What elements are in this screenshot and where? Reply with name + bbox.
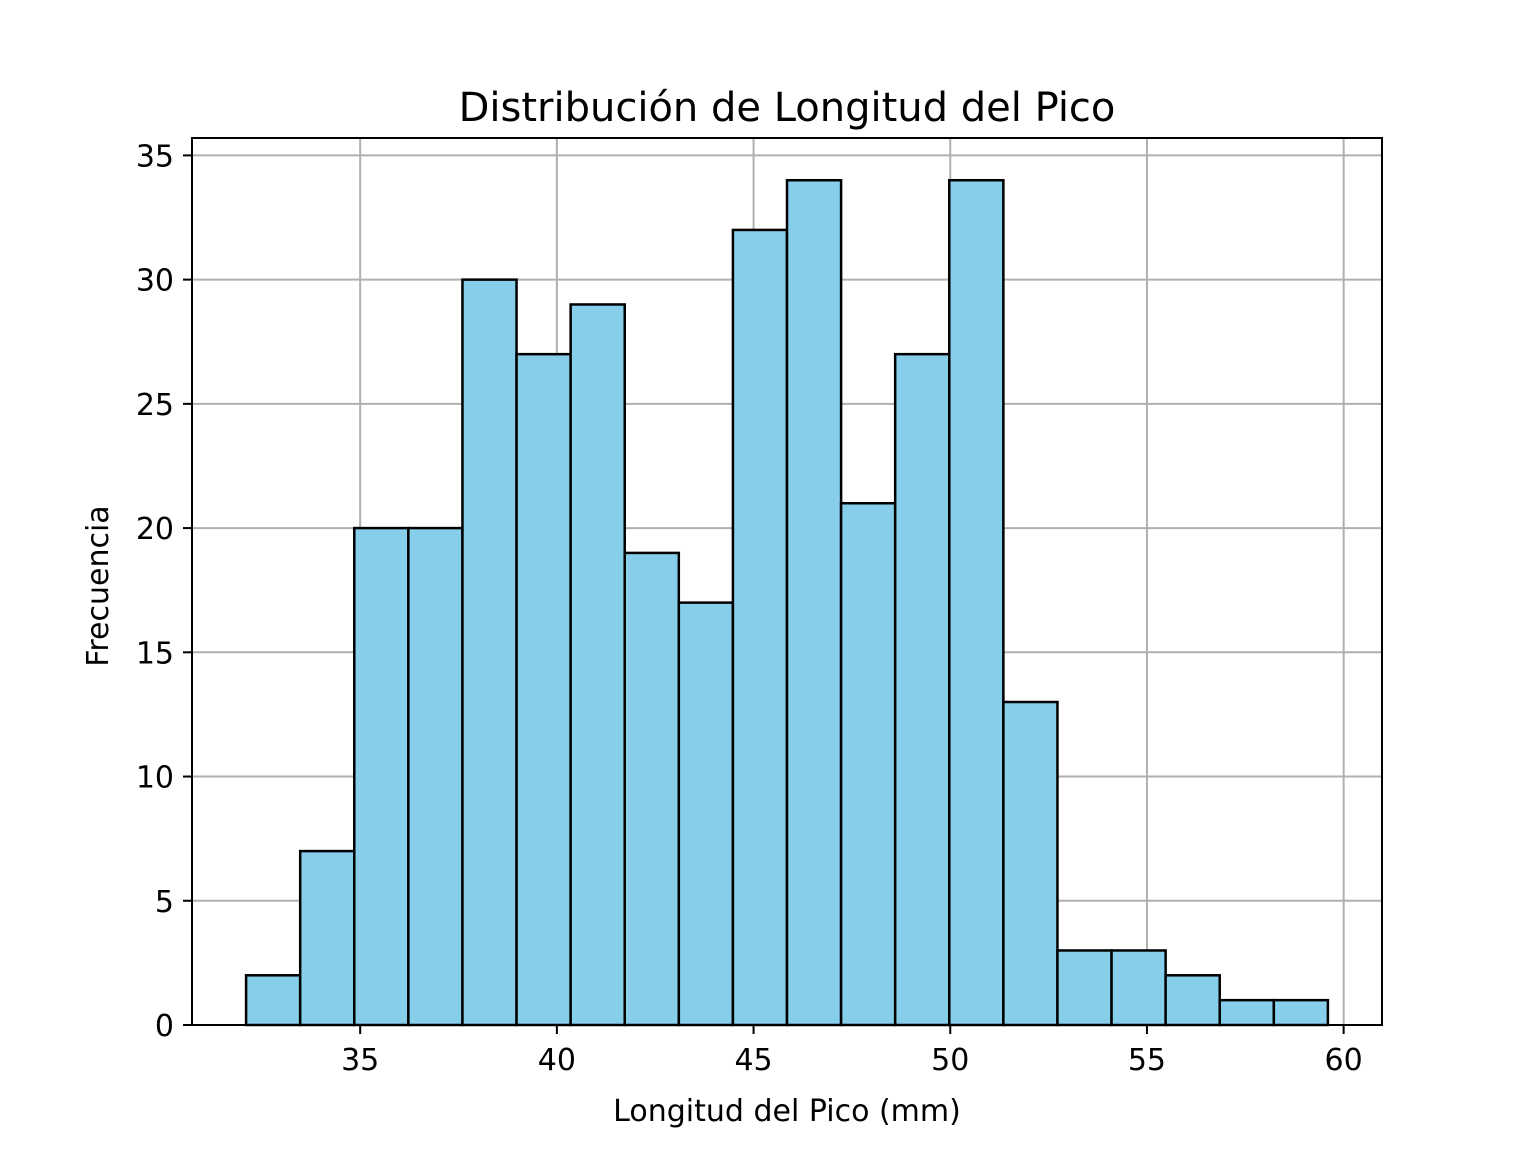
histogram-bar	[623, 551, 681, 1027]
y-tick-label: 30	[136, 264, 174, 299]
histogram-bar	[893, 352, 951, 1027]
y-tick-label: 20	[136, 512, 174, 547]
y-tick-label: 35	[136, 139, 174, 174]
chart-title: Distribución de Longitud del Pico	[459, 85, 1116, 131]
x-tick-label: 40	[538, 1043, 576, 1078]
y-tick-label: 15	[136, 636, 174, 671]
y-tick-label: 5	[155, 885, 174, 920]
x-tick-label: 50	[931, 1043, 969, 1078]
y-axis-ticks: 0 5 10 15 20 25 30 35	[136, 139, 192, 1044]
x-tick-label: 55	[1128, 1043, 1166, 1078]
histogram-bar	[244, 974, 302, 1027]
histogram-bar	[785, 178, 843, 1027]
histogram-bar	[1002, 700, 1059, 1027]
x-tick-label: 60	[1325, 1043, 1363, 1078]
histogram-bar	[677, 601, 735, 1027]
histogram-bar	[461, 278, 518, 1027]
histogram-bar	[353, 526, 410, 1027]
histogram-bar	[1218, 998, 1276, 1027]
histogram-bar	[948, 178, 1005, 1027]
y-tick-label: 10	[136, 761, 174, 796]
histogram-bar	[1164, 974, 1221, 1027]
histogram-bar	[569, 303, 626, 1027]
y-tick-label: 25	[136, 388, 174, 423]
x-tick-label: 35	[341, 1043, 379, 1078]
histogram-bar	[1110, 949, 1167, 1027]
plot-frame	[191, 137, 1383, 1026]
y-axis-title: Frecuencia	[81, 505, 116, 666]
histogram-bar	[515, 352, 572, 1027]
histogram-bar	[407, 526, 464, 1027]
histogram-bar	[298, 849, 356, 1027]
histogram-bar	[731, 228, 789, 1027]
y-tick-label: 0	[155, 1009, 174, 1044]
histogram-bar	[1056, 949, 1113, 1027]
x-tick-label: 45	[734, 1043, 772, 1078]
histogram-bar	[1272, 998, 1330, 1027]
histogram-bar	[839, 501, 897, 1027]
x-axis-ticks: 35 40 45 50 55 60	[341, 1025, 1363, 1078]
x-axis-title: Longitud del Pico (mm)	[613, 1094, 961, 1129]
